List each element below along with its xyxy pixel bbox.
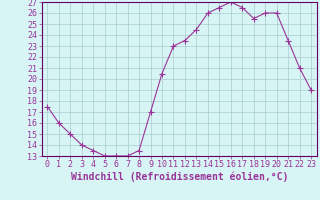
X-axis label: Windchill (Refroidissement éolien,°C): Windchill (Refroidissement éolien,°C) <box>70 172 288 182</box>
